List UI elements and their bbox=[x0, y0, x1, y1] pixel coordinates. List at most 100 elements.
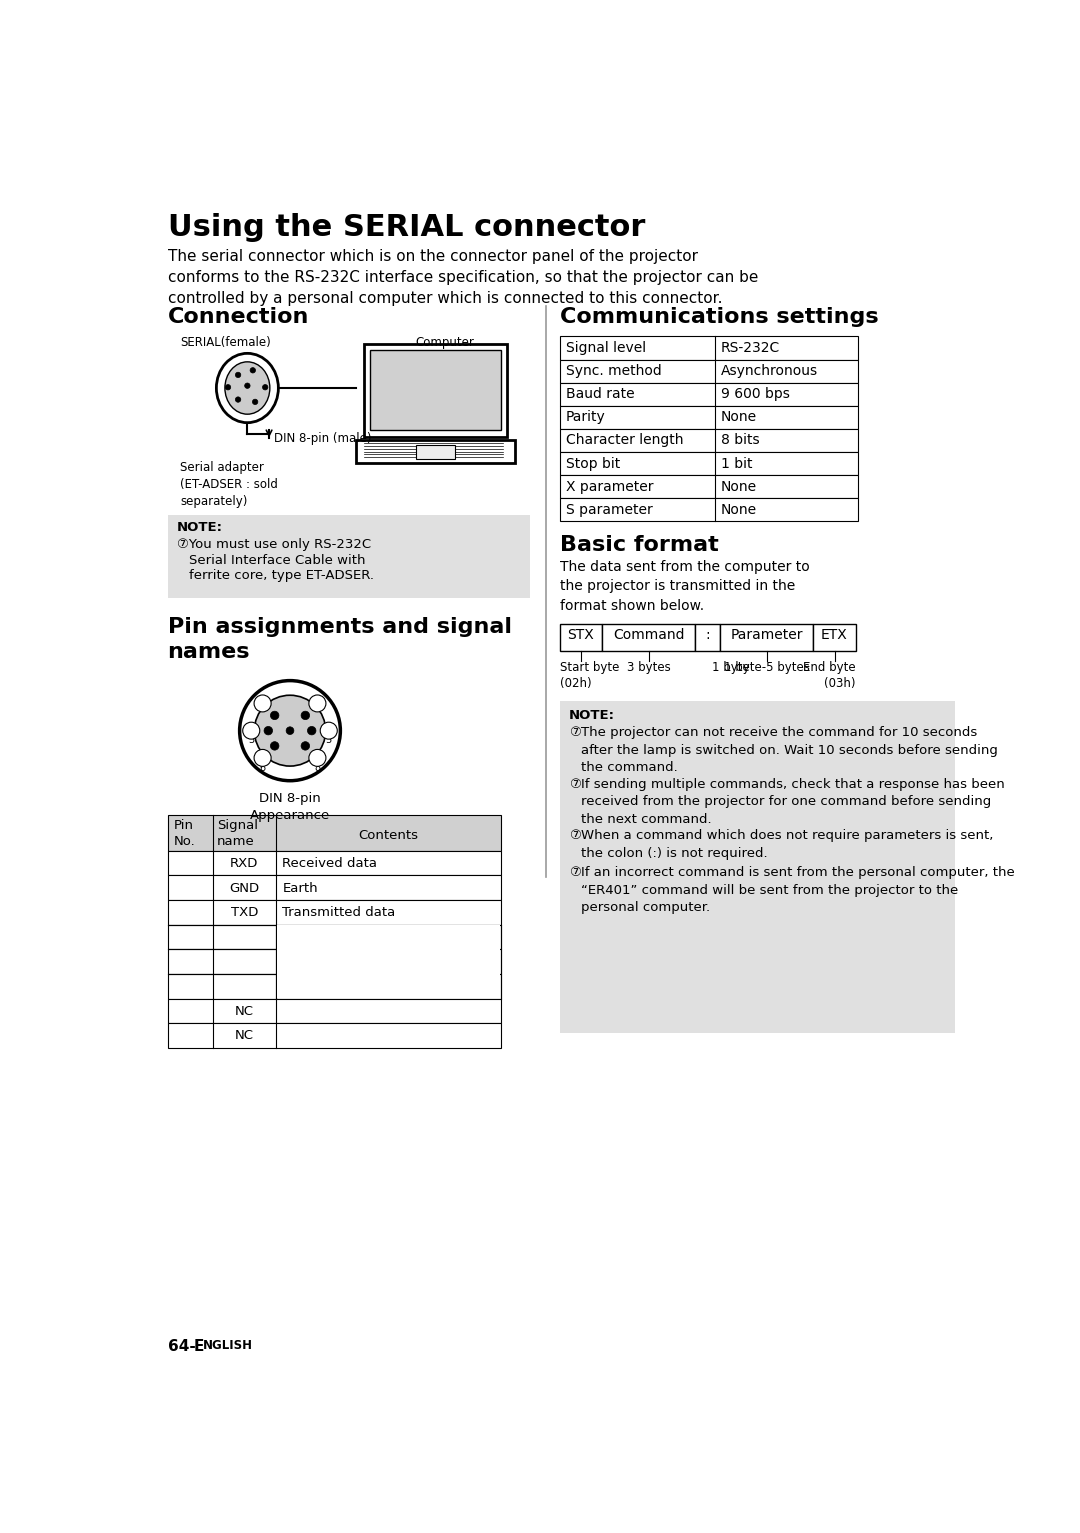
Bar bbox=[416, 445, 455, 458]
Bar bbox=[167, 1023, 501, 1049]
Text: SERIAL(female): SERIAL(female) bbox=[180, 336, 271, 350]
Text: When a command which does not require parameters is sent,
the colon (:) is not r: When a command which does not require pa… bbox=[581, 829, 994, 860]
Text: DIN 8-pin (male): DIN 8-pin (male) bbox=[273, 432, 372, 445]
Bar bbox=[603, 624, 696, 652]
Text: Serial adapter
(ET-ADSER : sold
separately): Serial adapter (ET-ADSER : sold separate… bbox=[180, 461, 278, 507]
Bar bbox=[276, 926, 500, 998]
Circle shape bbox=[264, 727, 272, 734]
Text: 3: 3 bbox=[248, 736, 254, 745]
Bar bbox=[559, 498, 859, 521]
Circle shape bbox=[308, 727, 316, 734]
Text: RS-232C: RS-232C bbox=[721, 340, 780, 356]
Bar bbox=[813, 624, 855, 652]
Bar bbox=[559, 475, 859, 498]
Text: Pin assignments and signal: Pin assignments and signal bbox=[167, 618, 512, 638]
Circle shape bbox=[254, 694, 271, 711]
Circle shape bbox=[255, 696, 326, 766]
Text: STX: STX bbox=[567, 629, 594, 642]
Text: NGLISH: NGLISH bbox=[202, 1338, 253, 1352]
Text: 8: 8 bbox=[314, 762, 321, 773]
Text: If an incorrect command is sent from the personal computer, the
“ER401” command : If an incorrect command is sent from the… bbox=[581, 866, 1015, 914]
Bar bbox=[167, 973, 501, 998]
Bar bbox=[364, 343, 507, 437]
Text: 6: 6 bbox=[259, 762, 266, 773]
Bar bbox=[559, 383, 859, 406]
Bar bbox=[167, 875, 501, 900]
Bar bbox=[356, 440, 515, 463]
Text: None: None bbox=[721, 480, 757, 494]
Text: Using the SERIAL connector: Using the SERIAL connector bbox=[167, 213, 645, 242]
Text: Baud rate: Baud rate bbox=[566, 388, 635, 402]
Text: Transmitted data: Transmitted data bbox=[282, 906, 395, 920]
Circle shape bbox=[301, 711, 310, 719]
Bar bbox=[559, 452, 859, 475]
Circle shape bbox=[301, 742, 310, 750]
Text: TXD: TXD bbox=[231, 906, 258, 920]
Circle shape bbox=[235, 397, 241, 402]
Text: Signal
name: Signal name bbox=[217, 819, 258, 848]
Bar bbox=[167, 851, 501, 875]
Text: ⑦: ⑦ bbox=[569, 777, 581, 791]
Text: NC: NC bbox=[234, 1030, 254, 1042]
Circle shape bbox=[245, 383, 251, 388]
Text: Parity: Parity bbox=[566, 411, 606, 425]
Text: The serial connector which is on the connector panel of the projector
conforms t: The serial connector which is on the con… bbox=[167, 250, 758, 307]
Bar bbox=[167, 515, 530, 598]
Text: ⑦: ⑦ bbox=[569, 829, 581, 842]
Text: NOTE:: NOTE: bbox=[569, 710, 615, 722]
Text: 3 bytes: 3 bytes bbox=[627, 661, 671, 673]
Bar bbox=[167, 949, 501, 973]
Text: :: : bbox=[705, 629, 710, 642]
Text: names: names bbox=[167, 642, 251, 662]
Text: Character length: Character length bbox=[566, 434, 684, 448]
Text: RXD: RXD bbox=[230, 857, 258, 869]
Text: Start byte
(02h): Start byte (02h) bbox=[559, 661, 619, 690]
Text: 1 bit: 1 bit bbox=[721, 457, 753, 471]
Bar bbox=[369, 350, 501, 431]
Bar bbox=[167, 900, 501, 924]
Text: S parameter: S parameter bbox=[566, 503, 652, 517]
Bar bbox=[559, 702, 955, 1033]
Text: ferrite core, type ET-ADSER.: ferrite core, type ET-ADSER. bbox=[189, 569, 375, 583]
Circle shape bbox=[270, 742, 279, 750]
Circle shape bbox=[243, 722, 260, 739]
Text: 8 bits: 8 bits bbox=[721, 434, 759, 448]
Text: Contents: Contents bbox=[359, 829, 418, 842]
Text: 64-: 64- bbox=[167, 1338, 195, 1354]
Text: Parameter: Parameter bbox=[730, 629, 802, 642]
Text: ⑦: ⑦ bbox=[569, 727, 581, 739]
Bar bbox=[696, 624, 720, 652]
Circle shape bbox=[235, 373, 241, 377]
Circle shape bbox=[309, 694, 326, 711]
Text: Received data: Received data bbox=[282, 857, 377, 869]
Text: ⑦: ⑦ bbox=[569, 866, 581, 880]
Text: DIN 8-pin
Appearance: DIN 8-pin Appearance bbox=[249, 793, 330, 822]
Text: 5: 5 bbox=[326, 736, 332, 745]
Bar bbox=[559, 336, 859, 360]
Bar bbox=[167, 816, 501, 851]
Text: 2: 2 bbox=[314, 708, 321, 717]
Text: Computer: Computer bbox=[416, 336, 474, 348]
Circle shape bbox=[226, 385, 231, 389]
Text: 1 byte-5 bytes: 1 byte-5 bytes bbox=[724, 661, 810, 673]
Circle shape bbox=[254, 750, 271, 766]
Text: Communications settings: Communications settings bbox=[559, 307, 878, 327]
Bar bbox=[559, 624, 603, 652]
Text: X parameter: X parameter bbox=[566, 480, 653, 494]
Text: Serial Interface Cable with: Serial Interface Cable with bbox=[189, 553, 366, 567]
Text: The projector can not receive the command for 10 seconds
after the lamp is switc: The projector can not receive the comman… bbox=[581, 727, 998, 774]
Circle shape bbox=[262, 385, 268, 389]
Circle shape bbox=[309, 750, 326, 766]
Text: None: None bbox=[721, 411, 757, 425]
Text: E: E bbox=[194, 1338, 204, 1354]
Bar bbox=[720, 624, 813, 652]
Circle shape bbox=[253, 399, 258, 405]
Text: Earth: Earth bbox=[282, 881, 318, 895]
Text: 1 byte: 1 byte bbox=[712, 661, 750, 673]
Text: The data sent from the computer to
the projector is transmitted in the
format sh: The data sent from the computer to the p… bbox=[559, 560, 809, 613]
Text: Stop bit: Stop bit bbox=[566, 457, 620, 471]
Text: 9 600 bps: 9 600 bps bbox=[721, 388, 789, 402]
Bar bbox=[167, 998, 501, 1023]
Text: Connected internally: Connected internally bbox=[282, 957, 421, 970]
Text: NC: NC bbox=[234, 1004, 254, 1018]
